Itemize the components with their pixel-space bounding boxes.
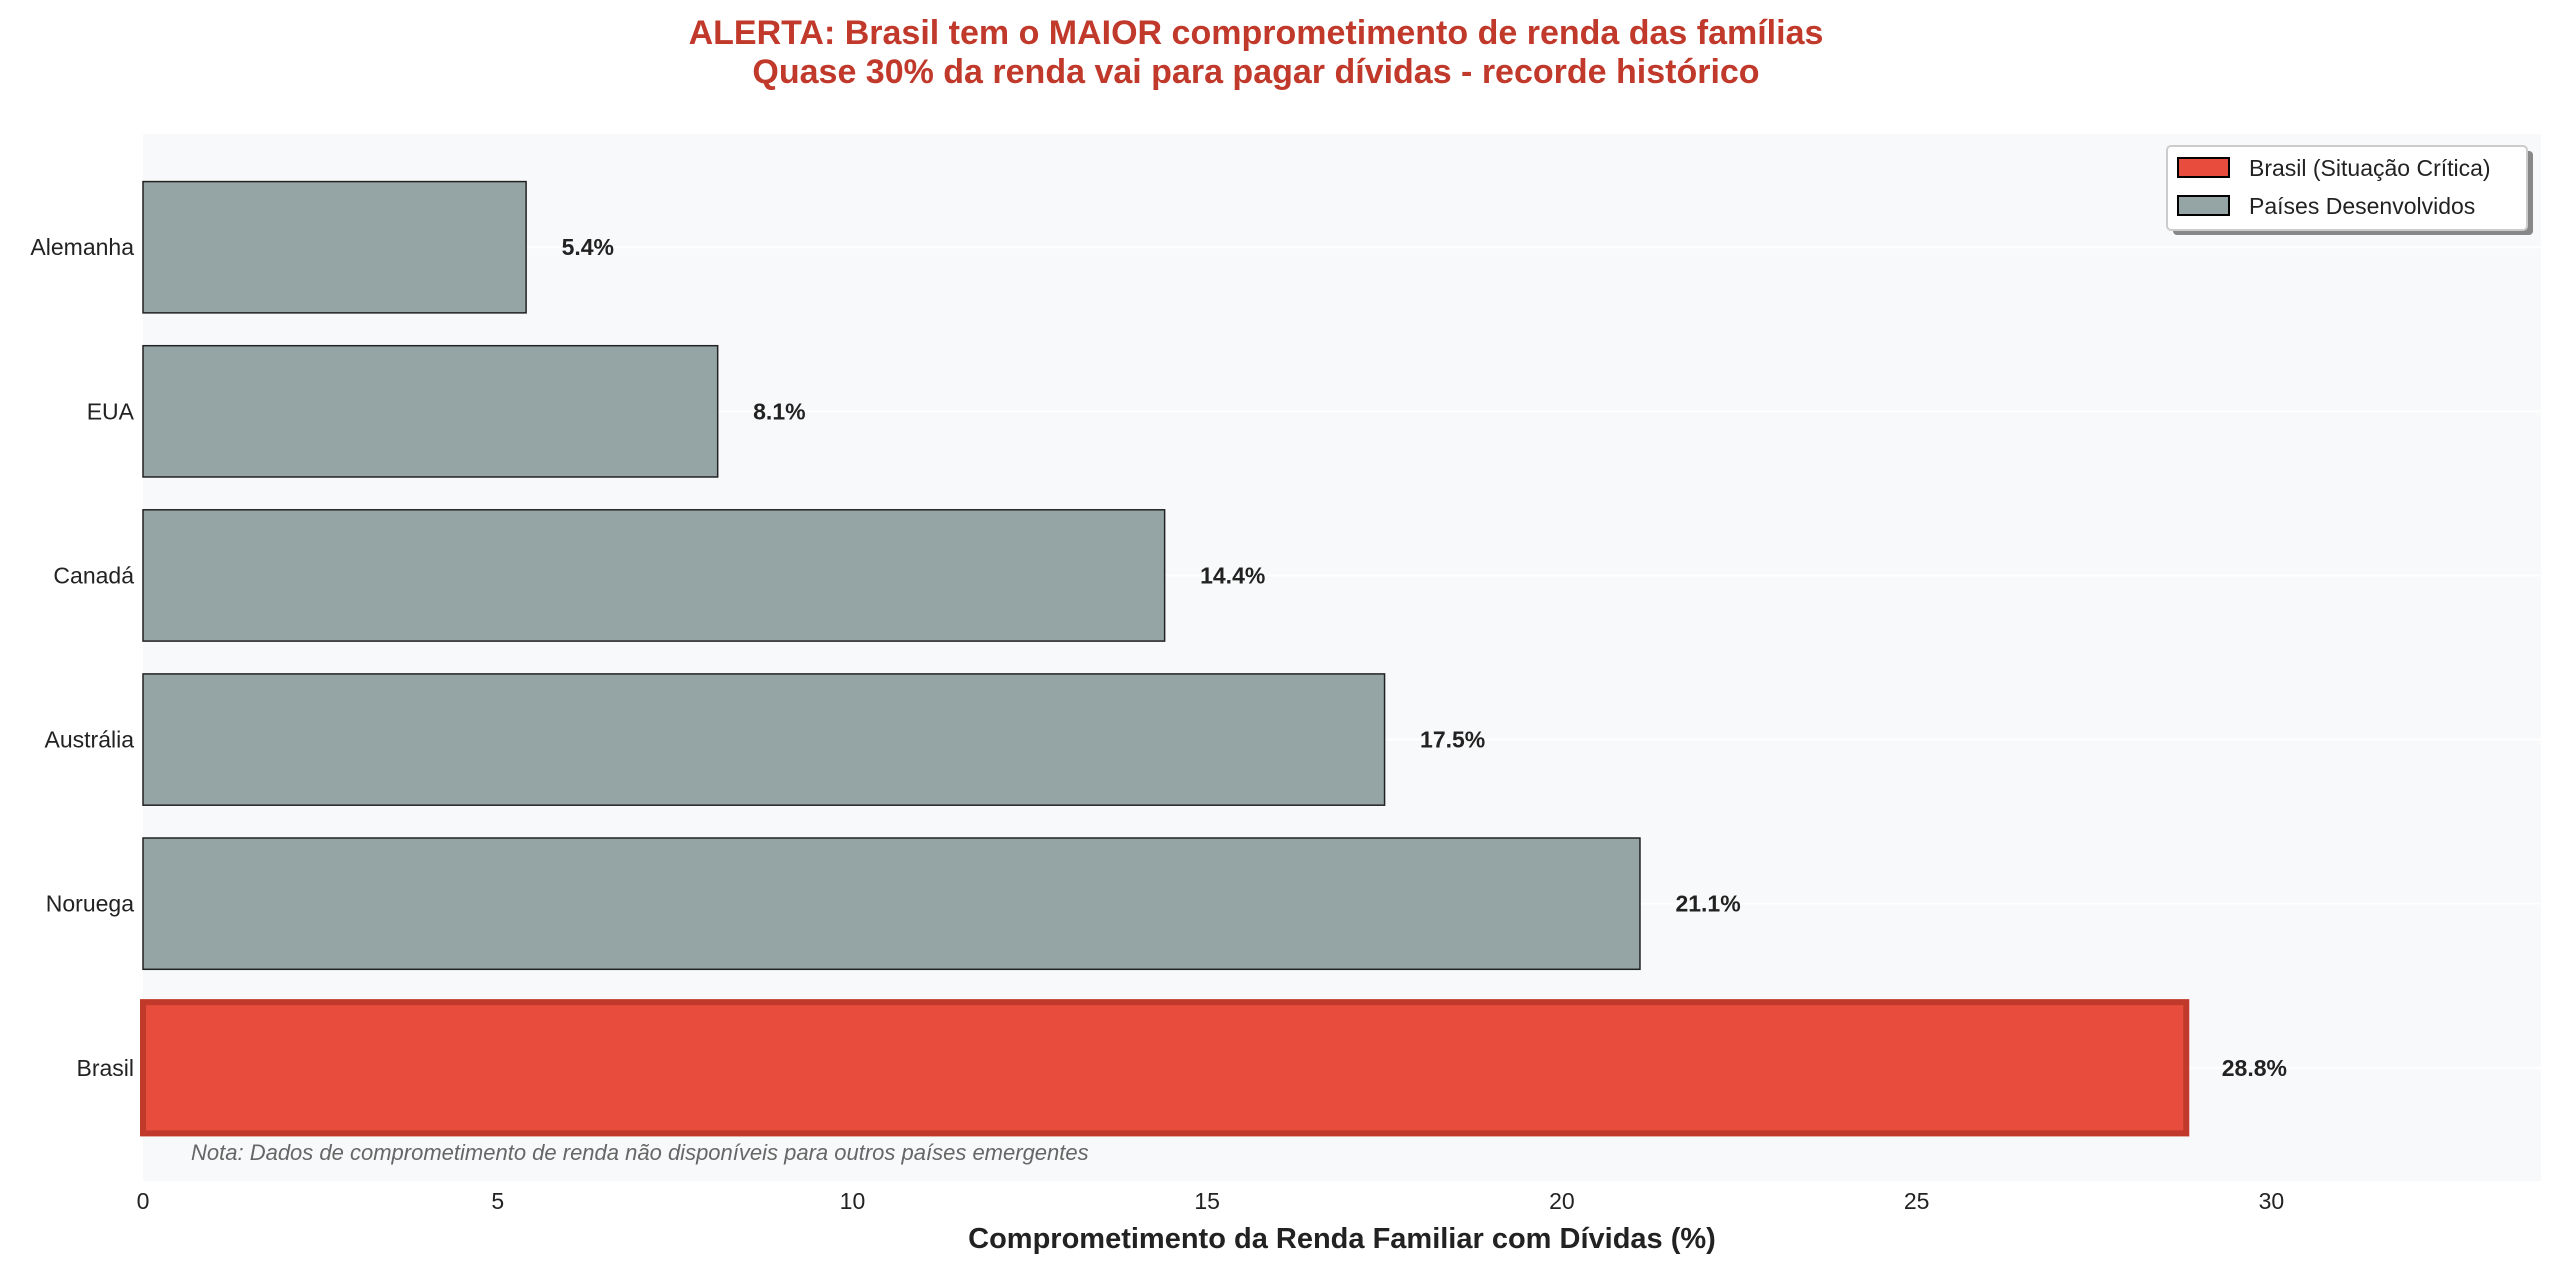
x-tick-label: 5 xyxy=(491,1188,504,1214)
value-label: 5.4% xyxy=(562,234,614,260)
value-label: 28.8% xyxy=(2222,1055,2287,1081)
bar-eua xyxy=(142,344,719,478)
y-tick-label: Brasil xyxy=(76,1055,134,1081)
y-tick-label: EUA xyxy=(87,398,135,424)
bar-alemanha xyxy=(142,180,527,314)
y-tick-label: Noruega xyxy=(46,891,134,917)
y-tick-label: Canadá xyxy=(53,562,134,588)
bar-brasil xyxy=(140,999,2190,1137)
value-label: 14.4% xyxy=(1200,562,1265,588)
bar-canadá xyxy=(142,509,1166,642)
x-tick-label: 20 xyxy=(1549,1188,1575,1214)
chart-title: ALERTA: Brasil tem o MAIOR comprometimen… xyxy=(689,14,1824,52)
legend-box xyxy=(2166,145,2528,231)
value-labels: 28.8% 21.1% 17.5% 14.4% 8.1% 5.4% xyxy=(562,234,2287,1081)
bar-austrália xyxy=(142,673,1386,806)
chart-subtitle: Quase 30% da renda vai para pagar dívida… xyxy=(752,53,1759,91)
legend-swatch-desenvolvidos xyxy=(2177,195,2230,216)
x-tick-label: 30 xyxy=(2259,1188,2285,1214)
y-tick-label: Alemanha xyxy=(30,234,134,260)
value-label: 8.1% xyxy=(753,398,805,424)
x-tick-label: 15 xyxy=(1194,1188,1220,1214)
x-tick-label: 25 xyxy=(1904,1188,1930,1214)
value-label: 21.1% xyxy=(1675,891,1740,917)
bars xyxy=(140,180,2190,1137)
y-tick-label: Austrália xyxy=(45,727,135,753)
legend-label-brasil: Brasil (Situação Crítica) xyxy=(2249,155,2491,181)
bar-noruega xyxy=(142,837,1641,971)
y-tick-labels: Brasil Noruega Austrália Canadá EUA Alemanha xyxy=(30,234,134,1081)
legend: Brasil (Situação Crítica) Países Desenvo… xyxy=(2166,145,2533,235)
x-tick-label: 0 xyxy=(137,1188,150,1214)
x-axis-label: Comprometimento da Renda Familiar com Dí… xyxy=(968,1223,1716,1255)
x-tick-labels: 0 5 10 15 20 25 30 xyxy=(137,1188,2285,1214)
x-tick-label: 10 xyxy=(840,1188,866,1214)
legend-swatch-brasil xyxy=(2177,157,2230,178)
legend-label-desenvolvidos: Países Desenvolvidos xyxy=(2249,193,2475,219)
annotation-note: Nota: Dados de comprometimento de renda … xyxy=(191,1140,1089,1165)
value-label: 17.5% xyxy=(1420,727,1485,753)
